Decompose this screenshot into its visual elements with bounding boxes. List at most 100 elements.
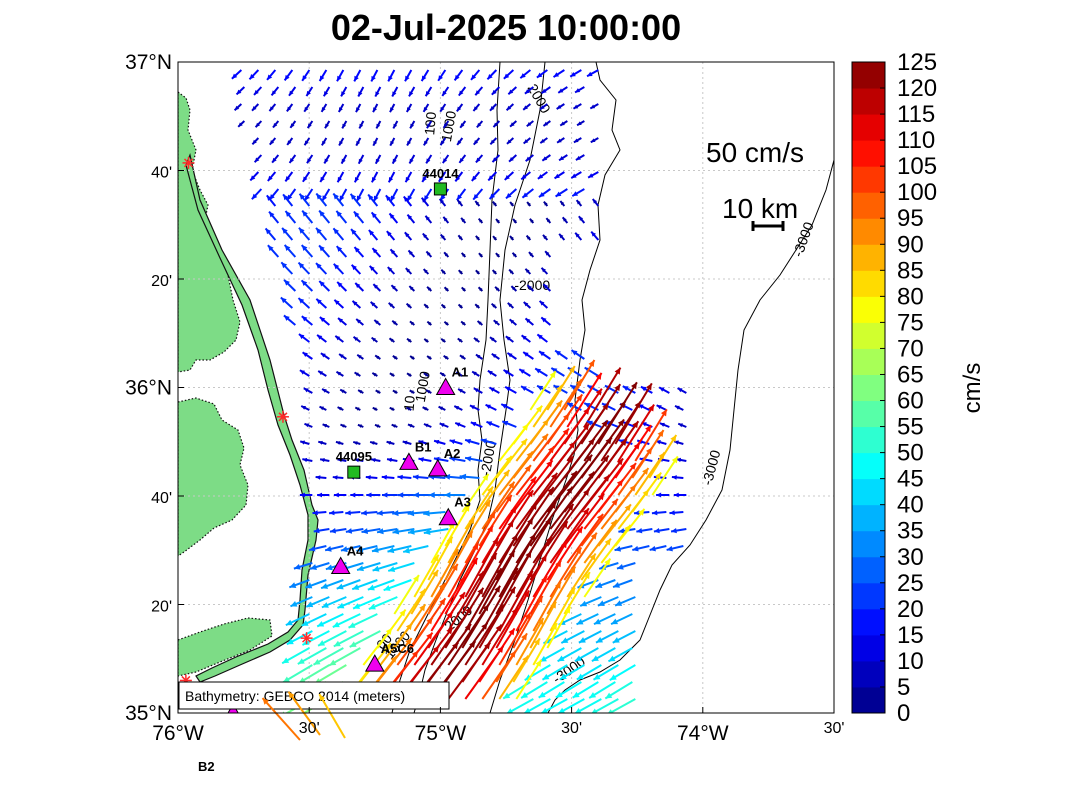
current-vector-head [478,287,483,292]
current-vector-head [428,491,435,499]
current-vector-head [298,298,305,304]
current-vector-head [316,227,322,234]
current-vector-head [521,174,527,180]
current-vector-head [373,107,377,113]
current-vector-head [369,265,375,271]
current-vector-head [377,528,384,535]
current-vector [529,601,557,649]
current-vector-head [561,521,568,529]
current-vector-head [317,620,325,627]
current-vector-head [289,90,294,96]
current-vector-head [568,366,575,374]
current-vector [498,476,537,530]
southern-mainland-land [178,617,273,677]
current-vector-head [418,440,424,445]
current-vector-head [543,201,548,206]
current-vector-head [545,536,552,544]
current-vector [566,402,610,462]
current-vector-head [285,619,293,626]
current-vector-head [521,633,528,641]
current-vector-head [333,492,339,498]
current-vector-head [595,582,603,588]
current-vector-head [254,157,260,163]
current-vector-head [407,214,413,220]
current-vector-head [645,383,652,391]
colorbar-bin [852,504,885,532]
current-vector-head [558,707,566,713]
current-vector-head [539,105,545,110]
current-vector-head [535,405,543,413]
current-vector-head [487,74,493,80]
current-vector [563,492,605,547]
current-vector-head [549,502,556,509]
current-vector-head [298,227,305,234]
colorbar-tick-label: 40 [897,492,924,519]
colorbar-bin [852,634,885,662]
current-vector-head [546,218,551,223]
current-vector-head [406,407,411,411]
current-vector [430,606,473,666]
current-vector-head [403,547,411,554]
current-vector-head [390,655,397,663]
x-tick-label: 30' [561,720,582,737]
current-vector-head [509,319,515,324]
current-vector-head [354,176,360,183]
current-vector-head [443,216,448,222]
current-vector-head [660,409,667,417]
current-vector-head [493,320,499,325]
current-vector-head [370,301,376,307]
current-vector-head [541,707,549,713]
colorbar-tick-label: 0 [897,700,910,727]
current-vector-head [511,534,518,542]
current-vector [461,499,492,547]
current-vector-head [538,691,546,698]
current-vector-head [475,354,481,359]
current-vector-head [409,158,414,164]
current-vector [583,367,622,428]
current-vector-head [537,334,543,340]
current-vector-head [612,637,620,643]
current-vector-head [339,354,344,359]
current-vector-head [614,546,622,552]
current-vector-head [407,424,413,428]
current-vector-head [322,388,327,393]
current-vector-head [582,508,589,516]
current-vectors [231,69,687,713]
current-vector-head [444,491,451,499]
current-vector-head [423,107,428,112]
current-vector [495,517,534,581]
current-vector-head [597,600,605,607]
current-vector-head [439,583,445,590]
current-vector-head [449,456,456,462]
current-vector-head [389,407,394,411]
contour-label: -2000 [477,439,499,477]
current-vector-head [590,532,597,540]
current-vector-head [304,140,309,146]
current-vector-head [509,236,514,240]
current-vector-head [342,123,347,129]
current-vector-head [523,301,529,307]
bathymetry-credit-text: Bathymetry: GEBCO 2014 (meters) [185,688,405,704]
current-vector [566,372,603,428]
current-vector-head [320,458,325,463]
contour-label: 1000 [412,370,433,404]
colorbar-bin [852,296,885,323]
current-vector-head [506,139,512,144]
current-vector-head [472,371,477,376]
current-vector-head [590,138,596,143]
current-vector [481,533,519,598]
current-vector-head [441,304,446,309]
current-vector-head [624,504,631,512]
current-vector-head [508,550,515,558]
current-vector-head [262,698,269,705]
current-vector-head [495,253,500,258]
current-vector-head [408,528,415,535]
y-tick-label: 20' [151,599,172,616]
current-vector-head [444,321,449,326]
current-vector-head [589,553,596,561]
current-vector-head [399,609,406,617]
current-vector-head [283,676,291,683]
current-vector-head [537,385,544,391]
current-vector-head [575,547,582,555]
current-vector [444,530,474,581]
